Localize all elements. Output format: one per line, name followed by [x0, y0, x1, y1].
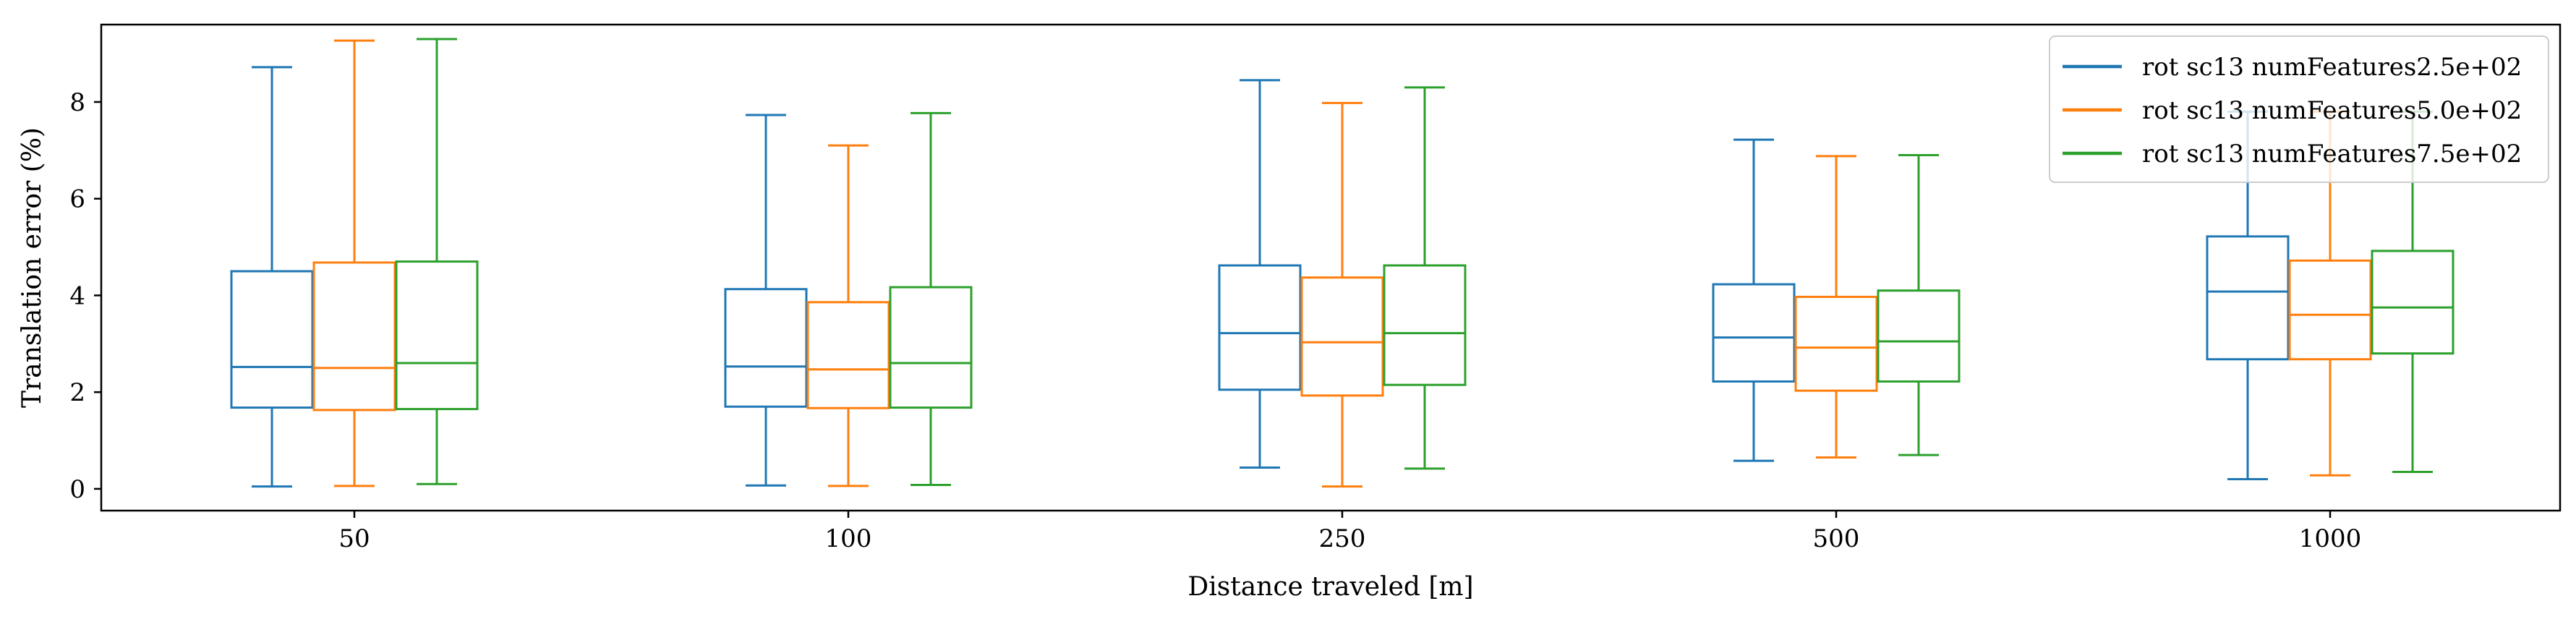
- x-axis-label: Distance traveled [m]: [1187, 572, 1473, 602]
- box-body: [1218, 264, 1302, 391]
- x-tick-label: 100: [825, 524, 872, 553]
- box-body: [889, 286, 973, 409]
- x-tick-label: 1000: [2299, 524, 2362, 553]
- legend-label: rot sc13 numFeatures5.0e+02: [2142, 96, 2522, 125]
- box-plot-item: [806, 144, 890, 487]
- box-body: [724, 288, 808, 408]
- box-plot-item: [1383, 86, 1467, 470]
- x-tick-label: 250: [1319, 524, 1366, 553]
- box-body: [312, 261, 396, 412]
- box-body: [1794, 295, 1878, 392]
- box-body: [806, 301, 890, 409]
- legend-label: rot sc13 numFeatures2.5e+02: [2142, 53, 2522, 82]
- box-body: [2288, 259, 2372, 361]
- legend-label: rot sc13 numFeatures7.5e+02: [2142, 140, 2522, 169]
- legend-entry: rot sc13 numFeatures7.5e+02: [2063, 140, 2522, 169]
- box-plot-item: [312, 39, 396, 487]
- y-axis: 0 2 4 6 8: [69, 88, 101, 504]
- series-group: [230, 66, 2290, 488]
- box-body: [1383, 264, 1467, 386]
- box-plot-item: [230, 66, 314, 488]
- box-plot-item: [1300, 101, 1384, 488]
- legend: rot sc13 numFeatures2.5e+02 rot sc13 numF…: [2049, 35, 2549, 183]
- box-body: [2371, 250, 2455, 355]
- box-body: [2206, 235, 2290, 361]
- y-tick-label: 0: [69, 475, 85, 504]
- box-plot-item: [395, 38, 479, 485]
- box-plot-item: [1794, 155, 1878, 459]
- box-body: [1300, 276, 1384, 397]
- box-body: [1712, 283, 1796, 383]
- box-plot-item: [1877, 154, 1961, 456]
- box-body: [395, 260, 479, 411]
- plot-area-frame: [100, 23, 2562, 512]
- x-axis: 50 100 250 500 1000: [338, 511, 2361, 553]
- y-tick-label: 6: [69, 185, 85, 214]
- box-plot-item: [1712, 138, 1796, 462]
- box-plot-item: [1218, 79, 1302, 469]
- y-axis-label: Translation error (%): [17, 127, 47, 408]
- y-tick-label: 8: [69, 88, 85, 117]
- legend-entry: rot sc13 numFeatures2.5e+02: [2063, 53, 2522, 82]
- box-plot-item: [889, 111, 973, 487]
- legend-entry: rot sc13 numFeatures5.0e+02: [2063, 96, 2522, 125]
- box-body: [230, 270, 314, 409]
- box-plot-item: [724, 114, 808, 487]
- plot-content: [230, 38, 2455, 488]
- series-group: [395, 38, 2455, 487]
- legend-frame: [2049, 35, 2549, 183]
- box-body: [1877, 289, 1961, 383]
- y-tick-label: 4: [69, 281, 85, 310]
- x-tick-label: 500: [1813, 524, 1860, 553]
- y-tick-label: 2: [69, 378, 85, 407]
- x-tick-label: 50: [338, 524, 370, 553]
